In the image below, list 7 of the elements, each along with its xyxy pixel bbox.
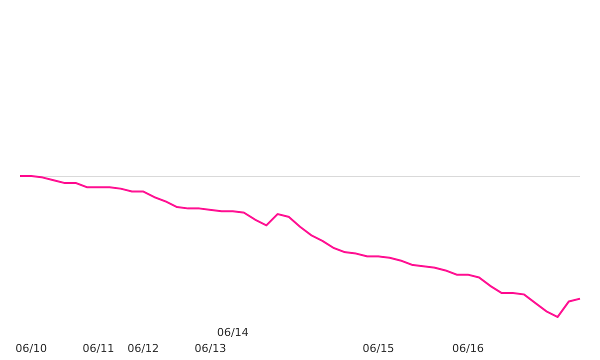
x-tick-label: 06/14 [216,326,249,339]
x-tick-label: 06/12 [127,342,160,355]
x-tick-label: 06/15 [362,342,394,355]
x-tick-label: 06/13 [194,342,226,355]
x-tick-label: 06/16 [452,342,484,355]
x-tick-label: 06/11 [82,342,114,355]
x-tick-label: 06/10 [15,342,48,355]
